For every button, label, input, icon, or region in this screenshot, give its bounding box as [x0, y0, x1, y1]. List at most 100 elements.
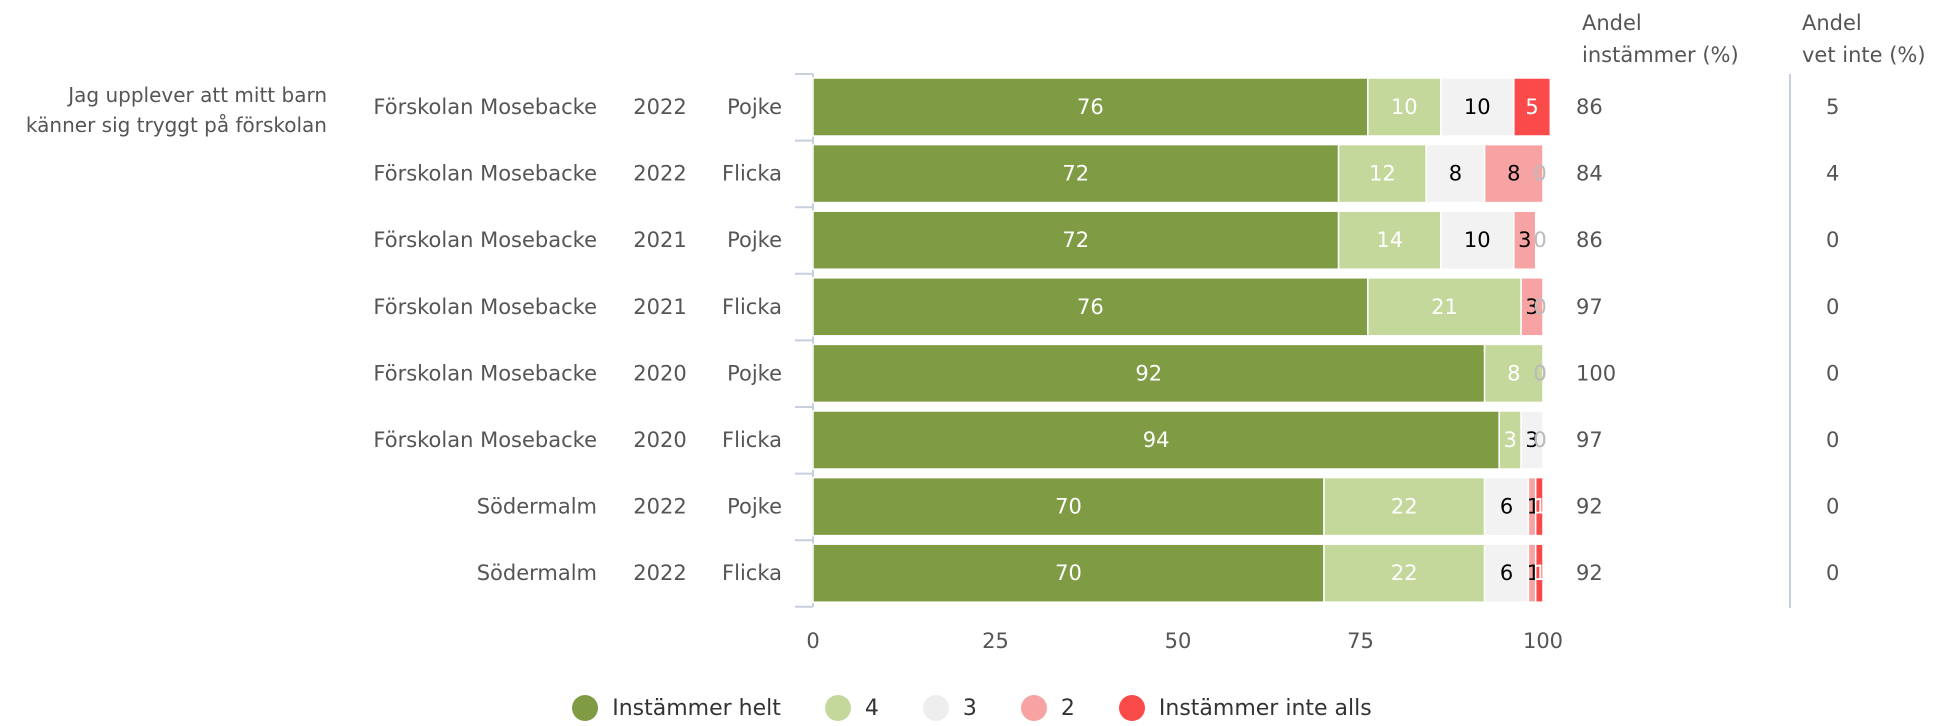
legend-item[interactable]: Instämmer helt — [572, 695, 781, 721]
bar-data-label: 8 — [1507, 162, 1520, 186]
header-vet-inte-line-2: vet inte (%) — [1802, 43, 1926, 67]
x-tick-label: 0 — [806, 629, 819, 653]
legend-swatch — [922, 695, 949, 721]
bar-data-label: 0 — [1533, 361, 1546, 385]
bar-segment — [1337, 143, 1427, 204]
bar-segment — [812, 543, 1325, 603]
bar-data-label: 22 — [1391, 495, 1418, 519]
chart-row: Förskolan Mosebacke2022Pojke76101005865 — [373, 77, 1839, 137]
legend-swatch — [824, 695, 851, 721]
bar-data-label: 21 — [1431, 295, 1458, 319]
chart-row: Förskolan Mosebacke 2020 Flicka 94 3 300 97 0 — [373, 410, 1839, 470]
row-instammer-value: 84 — [1576, 162, 1603, 186]
row-vet-inte-value: 0 — [1826, 295, 1839, 319]
bar-data-label: 1 — [1533, 561, 1546, 585]
bar-data-label: 0 — [1533, 428, 1546, 452]
bar-data-label: 1 — [1533, 495, 1546, 519]
row-instammer-value: 97 — [1576, 428, 1603, 452]
bar-segment — [1513, 77, 1552, 137]
question-line-2: känner sig tryggt på förskolan — [26, 113, 327, 137]
bar-data-label: 72 — [1062, 162, 1089, 186]
legend-swatch — [1118, 695, 1145, 721]
header-vet-inte-line-1: Andel — [1802, 11, 1862, 35]
legend: Instämmer helt 4 3 2 Instämmer inte alls — [0, 690, 1944, 726]
bar-data-label: 3 — [1525, 295, 1538, 319]
row-year-label: 2022 — [633, 95, 686, 119]
header-instammer-line-2: instämmer (%) — [1582, 43, 1739, 67]
bar-data-label: 72 — [1062, 228, 1089, 252]
bar-data-label: 70 — [1055, 561, 1082, 585]
bar-data-label: 92 — [1135, 361, 1162, 385]
row-year-label: 2022 — [633, 561, 686, 585]
row-vet-inte-value: 4 — [1826, 162, 1839, 186]
bar-segment — [1425, 143, 1486, 204]
row-vet-inte-value: 0 — [1826, 228, 1839, 252]
row-school-label: Förskolan Mosebacke — [373, 95, 597, 119]
row-school-label: Förskolan Mosebacke — [373, 361, 597, 385]
bar-data-label: 12 — [1369, 162, 1396, 186]
bar-data-label: 14 — [1376, 228, 1403, 252]
row-instammer-value: 97 — [1576, 295, 1603, 319]
bar-data-label: 6 — [1500, 561, 1513, 585]
x-tick-label: 50 — [1165, 629, 1192, 653]
bar-segment — [1534, 543, 1544, 603]
row-gender-label: Flicka — [722, 162, 782, 186]
row-gender-label: Flicka — [722, 295, 782, 319]
bar-data-label: 76 — [1077, 295, 1104, 319]
x-tick-label: 75 — [1347, 629, 1374, 653]
bar-segment — [1483, 343, 1544, 404]
row-gender-label: Pojke — [727, 228, 782, 252]
bar-data-label: 70 — [1055, 495, 1082, 519]
bar-data-label: 8 — [1507, 361, 1520, 385]
bar-data-label: 10 — [1391, 95, 1418, 119]
row-year-label: 2022 — [633, 495, 686, 519]
chart-row: Södermalm 2022 Pojke 70 22 6 11 92 0 — [477, 476, 1839, 537]
row-vet-inte-value: 0 — [1826, 561, 1839, 585]
bar-data-label: 94 — [1143, 428, 1170, 452]
bar-data-label: 0 — [1533, 428, 1546, 452]
bar-data-label: 10 — [1464, 228, 1491, 252]
chart-row: Förskolan Mosebacke 2021 Pojke 72 14 10 3 0 86 0 — [373, 210, 1839, 270]
header-instammer-line-1: Andel — [1582, 11, 1642, 35]
legend-swatch — [1020, 695, 1047, 721]
bar-data-label: 0 — [1533, 295, 1546, 319]
row-gender-label: Pojke — [727, 95, 782, 119]
legend-item[interactable]: 4 — [824, 695, 879, 721]
bar-data-label: 10 — [1464, 95, 1491, 119]
bar-data-label: 3 — [1503, 428, 1516, 452]
row-gender-label: Pojke — [727, 495, 782, 519]
row-year-label: 2020 — [633, 428, 686, 452]
bar-data-label: 3 — [1525, 428, 1538, 452]
bar-segment — [1367, 277, 1522, 337]
chart-row: Södermalm 2022 Flicka 70 22 6 11 92 0 — [477, 543, 1839, 603]
bar-segment — [812, 476, 1325, 537]
question-line-1: Jag upplever att mitt barn — [66, 83, 327, 107]
legend-swatch — [572, 695, 599, 721]
row-school-label: Förskolan Mosebacke — [373, 162, 597, 186]
row-gender-label: Flicka — [722, 561, 782, 585]
bar-data-label: 0 — [1533, 162, 1546, 186]
bar-segment — [1483, 143, 1544, 204]
row-year-label: 2021 — [633, 228, 686, 252]
bar-segment — [1440, 77, 1515, 137]
row-gender-label: Flicka — [722, 428, 782, 452]
chart-row: Förskolan Mosebacke 2020 Pojke 92 8 000 100 0 — [373, 343, 1839, 404]
legend-label: Instämmer inte alls — [1158, 695, 1372, 721]
row-school-label: Förskolan Mosebacke — [373, 428, 597, 452]
legend-label: 3 — [962, 695, 977, 721]
row-gender-label: Pojke — [727, 361, 782, 385]
bar-segment — [1520, 277, 1544, 337]
legend-item[interactable]: Instämmer inte alls — [1118, 695, 1372, 721]
row-vet-inte-value: 0 — [1826, 495, 1839, 519]
legend-item[interactable]: 3 — [922, 695, 977, 721]
row-school-label: Södermalm — [477, 495, 597, 519]
row-vet-inte-value: 5 — [1826, 95, 1839, 119]
row-year-label: 2021 — [633, 295, 686, 319]
row-vet-inte-value: 0 — [1826, 428, 1839, 452]
x-tick-label: 25 — [982, 629, 1009, 653]
row-year-label: 2022 — [633, 162, 686, 186]
bar-data-label: 0 — [1533, 361, 1546, 385]
row-school-label: Förskolan Mosebacke — [373, 228, 597, 252]
legend-item[interactable]: 2 — [1020, 695, 1075, 721]
